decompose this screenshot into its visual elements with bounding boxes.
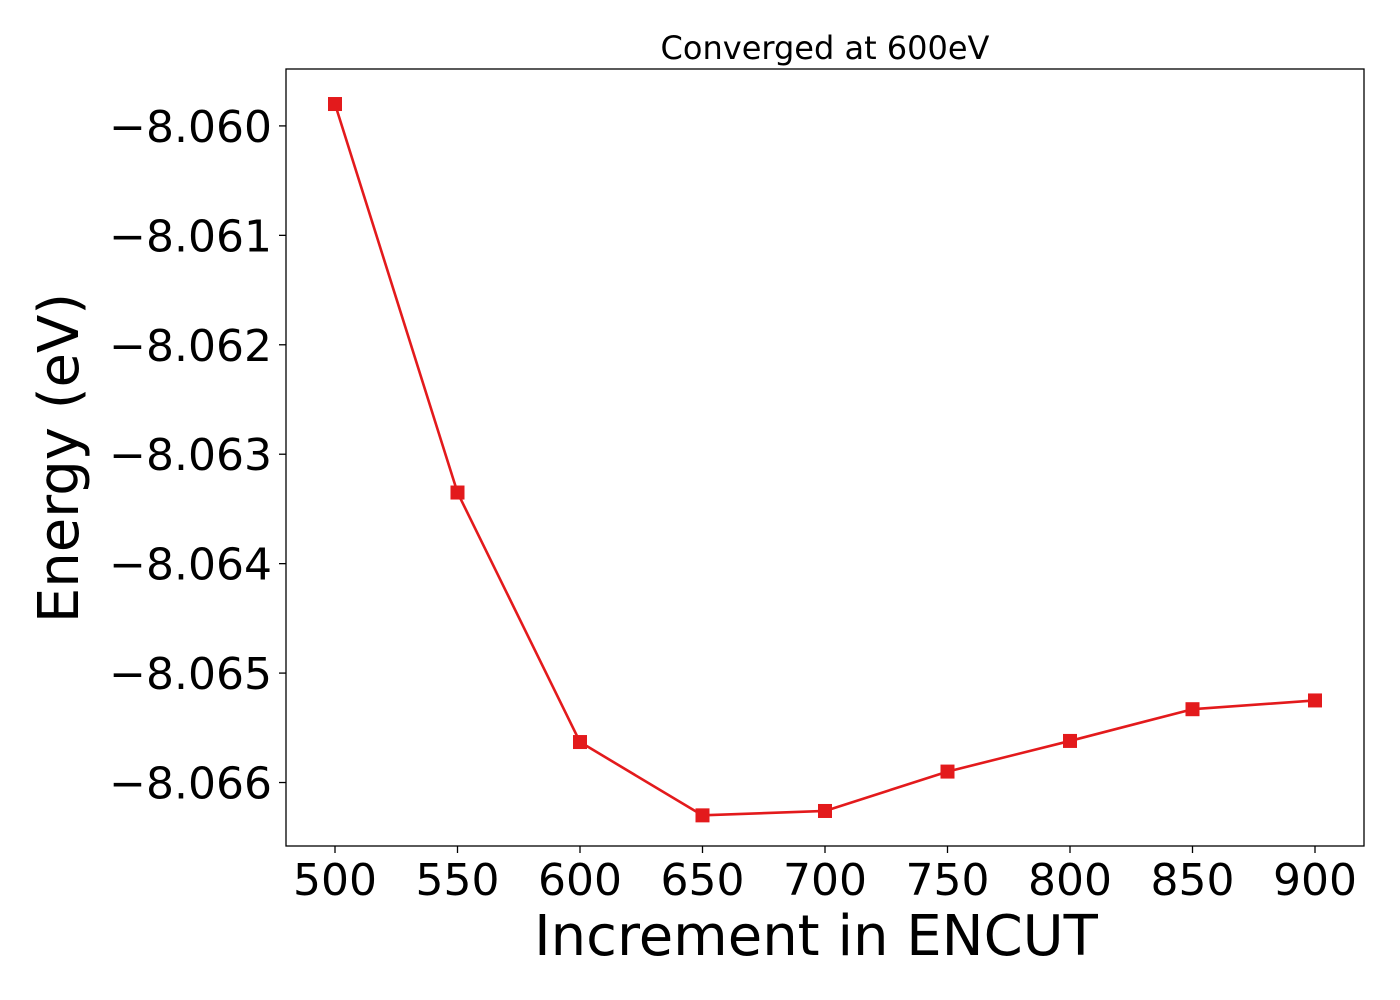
data-point-marker [695,808,710,823]
x-tick-label: 650 [661,855,745,906]
data-point-marker [818,803,832,818]
series-line [333,103,1316,817]
y-tick-label: −8.066 [109,759,272,810]
y-tick-label: −8.061 [109,211,272,262]
y-tick-label: −8.062 [109,321,272,372]
data-point-marker [940,764,955,779]
x-tick-label: 600 [538,855,622,906]
data-point-marker [328,97,342,112]
y-tick-label: −8.064 [109,540,272,591]
x-tick-label: 850 [1151,855,1235,906]
data-point-marker [450,485,465,500]
y-tick-label: −8.060 [109,102,272,153]
x-tick-label: 900 [1273,855,1357,906]
data-point-marker [1063,733,1077,748]
x-tick-label: 750 [906,855,990,906]
chart-title: Converged at 600eV [661,29,990,67]
x-axis-label: Increment in ENCUT [534,904,1099,969]
x-tick-label: 550 [416,855,500,906]
data-point-marker [1185,702,1200,717]
data-point-marker [1308,693,1322,708]
y-axis-label: Energy (eV) [27,293,92,623]
x-tick-label: 800 [1028,855,1112,906]
x-tick-label: 500 [293,855,377,906]
y-tick-label: −8.065 [109,649,272,700]
plot-area: 500 550 600 650 700 750 800 850 900 −8.060 −8.061 −… [109,68,1365,906]
y-tick-label: −8.063 [109,430,272,481]
data-point-marker [573,735,587,750]
x-tick-label: 700 [783,855,867,906]
